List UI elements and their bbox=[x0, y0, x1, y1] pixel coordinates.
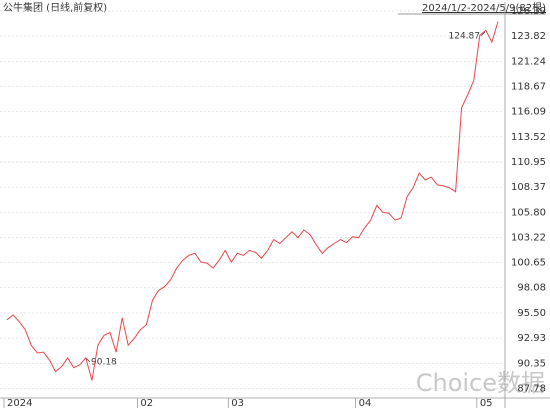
annotation-high: 124.87 bbox=[449, 32, 481, 42]
watermark: Choice数据 bbox=[416, 369, 545, 397]
y-tick-label: 105.80 bbox=[511, 207, 546, 218]
y-tick-label: 92.93 bbox=[517, 333, 546, 344]
x-tick-label: 03 bbox=[231, 398, 244, 408]
y-tick-label: 118.67 bbox=[511, 81, 546, 92]
y-tick-label: 126.39 bbox=[511, 6, 546, 17]
y-tick-label: 87.78 bbox=[517, 383, 546, 394]
x-tick-label: 2024 bbox=[7, 398, 32, 408]
annotation-arrow bbox=[480, 31, 486, 37]
y-tick-label: 90.35 bbox=[517, 358, 546, 369]
y-tick-label: 100.65 bbox=[511, 258, 546, 269]
y-tick-label: 98.08 bbox=[517, 283, 546, 294]
y-tick-label: 121.24 bbox=[511, 56, 546, 67]
x-tick-label: 04 bbox=[359, 398, 372, 408]
y-tick-label: 103.22 bbox=[511, 232, 546, 243]
x-tick-label: 05 bbox=[480, 398, 493, 408]
annotation-arrow bbox=[85, 357, 91, 363]
y-tick-label: 110.95 bbox=[511, 157, 546, 168]
x-tick-label: 02 bbox=[140, 398, 153, 408]
y-tick-label: 123.82 bbox=[511, 31, 546, 42]
y-tick-label: 113.52 bbox=[511, 132, 546, 143]
y-tick-label: 95.50 bbox=[517, 308, 546, 319]
y-tick-label: 116.09 bbox=[511, 107, 546, 118]
price-line bbox=[6, 21, 499, 381]
y-tick-label: 108.37 bbox=[511, 182, 546, 193]
annotation-low: 90.18 bbox=[91, 358, 117, 368]
chart-title: 公牛集团 (日线,前复权) bbox=[3, 1, 107, 14]
